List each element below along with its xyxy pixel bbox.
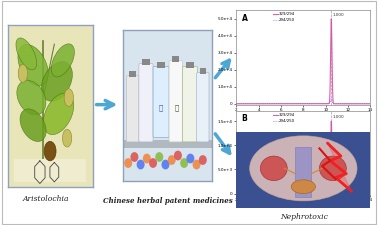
294/250 [293, 102, 297, 105]
329/294 [368, 192, 373, 195]
Text: 1.000: 1.000 [332, 13, 344, 17]
294/250 [234, 192, 239, 195]
Bar [129, 71, 136, 77]
329/294 [288, 192, 293, 195]
Text: A: A [242, 14, 248, 23]
Ellipse shape [51, 44, 74, 77]
Text: B: B [242, 114, 247, 123]
FancyBboxPatch shape [126, 76, 139, 142]
329/294 [329, 120, 334, 123]
Legend: 329/294, 294/250: 329/294, 294/250 [273, 12, 295, 22]
294/250 [339, 102, 343, 105]
Line: 329/294: 329/294 [236, 19, 370, 104]
Bar [123, 140, 212, 148]
Ellipse shape [174, 151, 182, 160]
Ellipse shape [250, 136, 357, 201]
294/250 [326, 192, 331, 195]
329/294 [341, 192, 346, 195]
FancyBboxPatch shape [139, 63, 153, 142]
Bar [172, 56, 179, 62]
329/294 [339, 102, 343, 105]
294/250 [341, 192, 346, 195]
Ellipse shape [18, 45, 48, 86]
Ellipse shape [168, 155, 176, 165]
294/250 [368, 192, 373, 195]
294/250 [293, 192, 297, 195]
Ellipse shape [161, 160, 169, 169]
Text: Aristolochia: Aristolochia [22, 195, 69, 203]
Ellipse shape [130, 152, 138, 162]
Ellipse shape [180, 158, 188, 168]
Ellipse shape [124, 158, 132, 168]
294/250 [248, 192, 252, 195]
294/250 [368, 102, 373, 105]
329/294 [248, 192, 252, 195]
Ellipse shape [199, 155, 207, 165]
Line: 294/250: 294/250 [236, 99, 370, 104]
FancyBboxPatch shape [169, 61, 182, 142]
FancyBboxPatch shape [182, 67, 197, 142]
294/250 [339, 192, 343, 195]
329/294 [234, 102, 239, 105]
Text: 药: 药 [175, 104, 179, 110]
Ellipse shape [136, 160, 145, 169]
Bar [142, 59, 150, 65]
329/294 [293, 102, 297, 105]
329/294 [293, 192, 297, 195]
Ellipse shape [20, 109, 46, 142]
Ellipse shape [260, 156, 287, 181]
Ellipse shape [319, 156, 346, 181]
Ellipse shape [41, 62, 73, 101]
Bar [200, 68, 206, 74]
294/250 [288, 102, 293, 105]
Bar [157, 62, 165, 68]
329/294 [341, 102, 346, 105]
294/250 [248, 102, 252, 105]
Circle shape [64, 89, 73, 107]
329/294 [326, 102, 331, 105]
Ellipse shape [149, 158, 157, 168]
X-axis label: Time, min: Time, min [293, 203, 314, 207]
FancyBboxPatch shape [153, 67, 169, 137]
329/294 [368, 102, 373, 105]
294/250 [329, 97, 334, 100]
Ellipse shape [17, 80, 46, 115]
329/294 [234, 192, 239, 195]
Legend: 329/294, 294/250: 329/294, 294/250 [273, 113, 295, 123]
Ellipse shape [44, 141, 56, 161]
Bar [14, 159, 86, 182]
Text: 1.000: 1.000 [332, 115, 344, 119]
Line: 294/250: 294/250 [236, 187, 370, 194]
294/250 [326, 102, 331, 105]
Bar [295, 147, 311, 197]
Line: 329/294: 329/294 [236, 121, 370, 194]
Ellipse shape [16, 38, 37, 70]
Ellipse shape [143, 154, 151, 163]
294/250 [234, 102, 239, 105]
Ellipse shape [155, 152, 163, 162]
329/294 [339, 192, 343, 195]
329/294 [288, 102, 293, 105]
329/294 [326, 192, 331, 195]
Text: Chinese herbal patent medicines: Chinese herbal patent medicines [103, 197, 233, 205]
Circle shape [18, 64, 28, 82]
Circle shape [62, 129, 72, 147]
294/250 [329, 185, 334, 188]
294/250 [341, 102, 346, 105]
329/294 [329, 18, 334, 20]
Bar [186, 62, 194, 68]
Text: Nephrotoxic: Nephrotoxic [280, 213, 328, 221]
Polygon shape [327, 143, 352, 191]
FancyBboxPatch shape [197, 73, 209, 142]
Ellipse shape [291, 180, 315, 194]
Ellipse shape [43, 93, 74, 135]
294/250 [288, 192, 293, 195]
Ellipse shape [186, 154, 194, 163]
329/294 [248, 102, 252, 105]
Ellipse shape [192, 160, 201, 169]
Text: 药: 药 [159, 104, 163, 110]
